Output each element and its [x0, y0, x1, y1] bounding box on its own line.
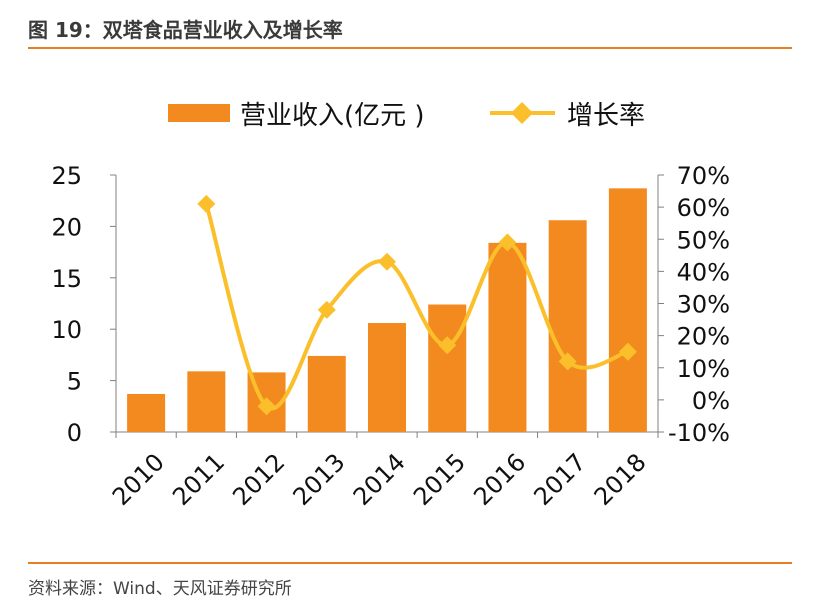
x-tick-label: 2010 — [107, 448, 170, 511]
y-left-tick-label: 20 — [51, 213, 82, 241]
x-tick-label: 2011 — [167, 448, 230, 511]
figure-title: 图 19：双塔食品营业收入及增长率 — [28, 18, 343, 42]
y-right-tick-label: 40% — [677, 258, 730, 286]
x-tick-label: 2015 — [408, 448, 471, 511]
growth-marker — [498, 233, 517, 252]
y-left-tick-label: 15 — [51, 265, 82, 293]
growth-marker — [257, 397, 276, 416]
growth-marker — [618, 342, 637, 361]
chart: 营业收入(亿元 ) 增长率 0 5 10 15 20 25 -10% 0% 10% 20% 30% 40… — [51, 101, 730, 511]
y-right-tick-label: 70% — [677, 162, 730, 190]
growth-marker — [558, 352, 577, 371]
footer-divider — [28, 562, 792, 564]
y-right-tick-label: -10% — [668, 419, 730, 447]
legend-bar-swatch — [168, 104, 230, 122]
revenue-bar — [488, 242, 527, 432]
revenue-bar — [187, 371, 226, 432]
revenue-bar — [428, 304, 467, 432]
legend: 营业收入(亿元 ) 增长率 — [168, 101, 645, 131]
y-right-tick-label: 0% — [692, 387, 730, 415]
x-tick-label: 2018 — [589, 448, 652, 511]
y-left-tick-label: 25 — [51, 162, 82, 190]
y-right-tick-label: 60% — [677, 194, 730, 222]
x-tick-label: 2017 — [528, 448, 591, 511]
legend-line-marker — [511, 102, 533, 124]
revenue-bar — [608, 188, 647, 432]
x-tick-label: 2012 — [227, 448, 290, 511]
revenue-bar — [368, 323, 406, 432]
growth-marker — [317, 300, 336, 319]
revenue-bar — [548, 220, 587, 432]
growth-line-series — [197, 194, 637, 416]
y-right-tick-label: 50% — [677, 226, 730, 254]
source-note: 资料来源：Wind、天风证券研究所 — [28, 579, 292, 599]
y-left-tick-label: 0 — [67, 419, 82, 447]
y-right-tick-label: 10% — [677, 355, 730, 383]
revenue-bar — [127, 393, 166, 432]
x-tick-label: 2016 — [468, 448, 531, 511]
y-right-tick-label: 30% — [677, 291, 730, 319]
y-left-tick-label: 5 — [67, 368, 82, 396]
title-divider — [28, 47, 792, 49]
revenue-bar — [307, 355, 346, 432]
bar-series — [127, 188, 647, 432]
y-left-tick-label: 10 — [51, 316, 82, 344]
legend-line-label: 增长率 — [567, 101, 645, 131]
y-right-tick-label: 20% — [677, 323, 730, 351]
growth-marker — [197, 194, 216, 213]
growth-marker — [438, 336, 457, 355]
x-tick-label: 2014 — [348, 448, 411, 511]
x-tick-label: 2013 — [288, 448, 351, 511]
legend-bar-label: 营业收入(亿元 ) — [240, 101, 425, 131]
growth-marker — [378, 252, 396, 271]
